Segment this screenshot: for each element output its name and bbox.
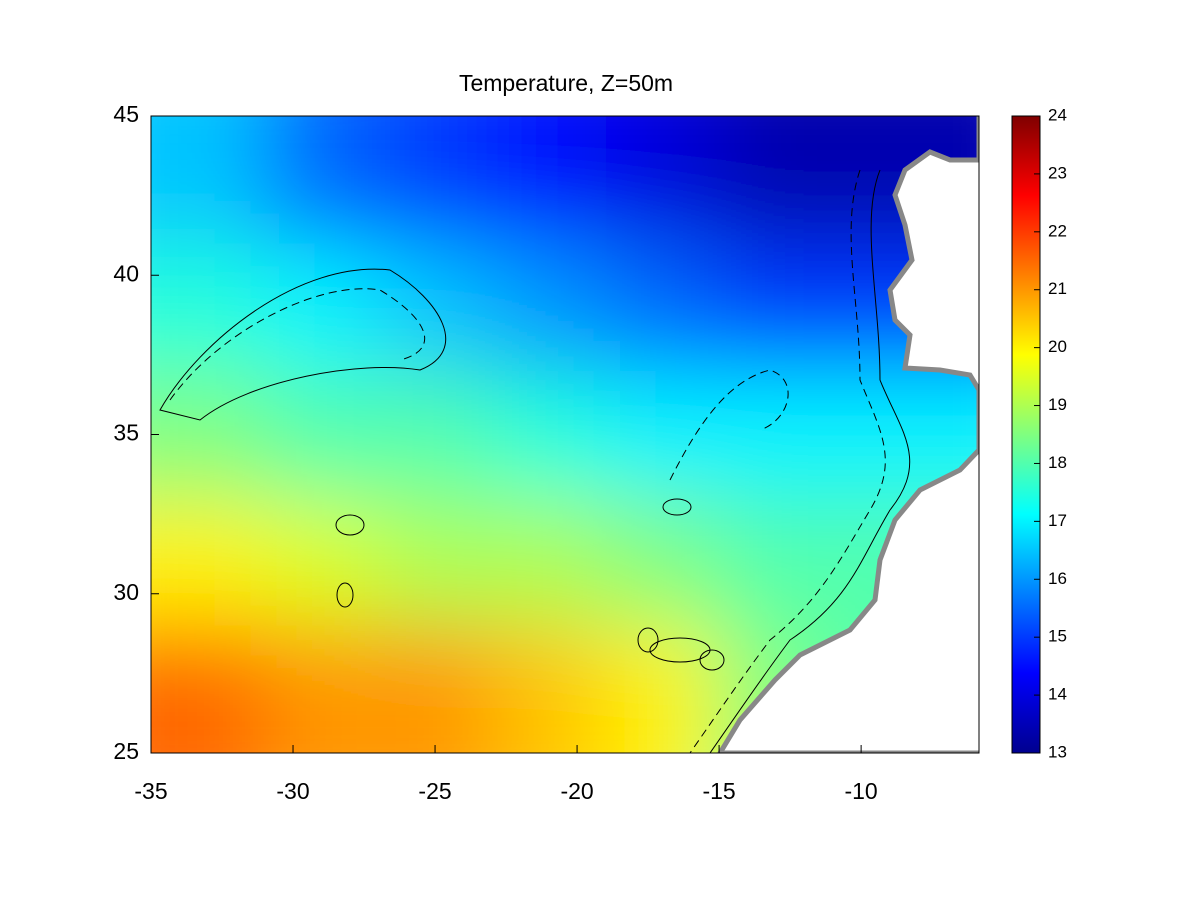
heat-cell: [151, 498, 266, 627]
colorbar-tick-label: 22: [1048, 221, 1067, 240]
heat-cell: [605, 625, 721, 753]
plot-area: [151, 116, 979, 753]
heat-cell: [151, 116, 266, 245]
heat-cell: [491, 243, 607, 372]
colorbar: [1011, 115, 1041, 754]
heat-cell: [605, 370, 721, 500]
y-tick-label: 40: [113, 260, 139, 286]
colorbar-tick-label: 24: [1048, 105, 1067, 124]
heat-cell: [491, 498, 607, 627]
colorbar-tick-label: 21: [1048, 279, 1067, 298]
heat-cell: [378, 370, 493, 500]
colorbar-tick-label: 18: [1048, 453, 1067, 472]
y-tick-label: 30: [113, 579, 139, 605]
colorbar-tick-label: 16: [1048, 569, 1067, 588]
heat-cell: [264, 243, 380, 372]
x-tick-label: -30: [276, 778, 309, 804]
heat-cell: [264, 370, 380, 500]
land: [717, 116, 979, 753]
chart-title: Temperature, Z=50m: [459, 70, 673, 96]
heat-cell: [605, 498, 721, 627]
heat-cell: [264, 116, 380, 245]
heat-cell: [151, 243, 266, 372]
x-tick-label: -20: [560, 778, 593, 804]
heat-cell: [378, 116, 493, 245]
x-tick-label: -35: [134, 778, 167, 804]
colorbar-tick-label: 17: [1048, 511, 1067, 530]
heat-cell: [378, 243, 493, 372]
heat-cell: [264, 498, 380, 627]
heat-cell: [378, 498, 493, 627]
y-tick-label: 45: [113, 101, 139, 127]
colorbar-tick-label: 15: [1048, 627, 1067, 646]
colorbar-tick-label: 23: [1048, 163, 1067, 182]
contours: [159, 169, 911, 753]
heat-cell: [378, 625, 493, 753]
heat-cell: [605, 243, 721, 372]
colorbar-tick-label: 13: [1048, 742, 1067, 761]
x-tick-label: -15: [702, 778, 735, 804]
heat-cell: [719, 243, 834, 372]
heat-cell: [264, 625, 380, 753]
colorbar-tick-label: 20: [1048, 337, 1067, 356]
heat-cell: [605, 116, 721, 245]
heat-cell: [491, 370, 607, 500]
x-tick-label: -10: [844, 778, 877, 804]
heat-cell: [719, 370, 834, 500]
heat-cell: [151, 370, 266, 500]
heat-cell: [151, 625, 266, 753]
y-tick-label: 25: [113, 738, 139, 764]
y-tick-label: 35: [113, 420, 139, 446]
colorbar-tick-label: 14: [1048, 685, 1067, 704]
x-tick-label: -25: [418, 778, 451, 804]
heat-cell: [491, 625, 607, 753]
heat-cell: [719, 116, 834, 245]
heat-cell: [491, 116, 607, 245]
heat-cell: [719, 498, 834, 627]
colorbar-tick-label: 19: [1048, 395, 1067, 414]
